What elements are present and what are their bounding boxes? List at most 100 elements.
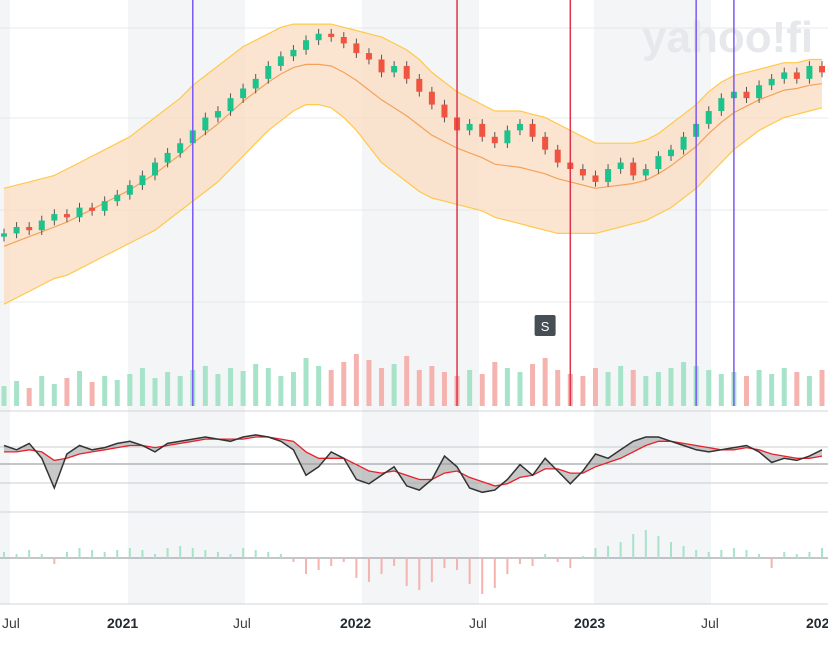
- histogram-bar-26: [330, 558, 333, 566]
- x-tick-1: 2021: [107, 615, 138, 631]
- volume-bar-8: [102, 376, 108, 406]
- volume-bar-37: [467, 370, 473, 406]
- candle-43: [542, 131, 549, 155]
- histogram-bar-23: [292, 558, 295, 562]
- volume-bar-65: [819, 370, 825, 406]
- x-tick-3: 2022: [340, 615, 371, 631]
- histogram-bar-58: [732, 548, 735, 558]
- histogram-bar-21: [267, 552, 270, 558]
- volume-bar-17: [215, 374, 221, 406]
- candle-6: [76, 202, 83, 223]
- candle-body-11: [139, 175, 146, 186]
- volume-bar-3: [39, 376, 45, 406]
- candle-body-24: [303, 40, 310, 50]
- macd-fill-29: [369, 471, 382, 484]
- candle-body-26: [328, 33, 335, 37]
- histogram-bar-38: [481, 558, 484, 594]
- candle-body-59: [743, 91, 750, 99]
- volume-bar-13: [165, 372, 171, 406]
- candle-body-34: [428, 91, 435, 105]
- candle-29: [365, 48, 372, 65]
- histogram-bar-10: [128, 548, 131, 558]
- candle-body-6: [76, 207, 83, 218]
- candle-body-10: [126, 185, 133, 195]
- histogram-bar-49: [619, 542, 622, 558]
- x-tick-6: Jul: [701, 615, 719, 631]
- candle-body-49: [617, 162, 624, 169]
- volume-bar-27: [341, 362, 347, 406]
- candle-35: [441, 99, 448, 123]
- volume-bar-7: [89, 382, 95, 406]
- candle-37: [466, 119, 473, 136]
- histogram-bar-34: [430, 558, 433, 582]
- split-marker[interactable]: S: [534, 315, 556, 336]
- volume-bar-30: [379, 368, 385, 406]
- volume-bar-16: [202, 366, 208, 406]
- candle-body-18: [227, 98, 234, 112]
- candle-65: [819, 61, 825, 78]
- candle-body-22: [277, 56, 284, 66]
- x-tick-2: Jul: [233, 615, 251, 631]
- histogram-bar-6: [78, 548, 81, 558]
- volume-bar-64: [806, 376, 812, 406]
- band-upper-line: [3, 23, 822, 189]
- histogram-bar-59: [745, 550, 748, 558]
- histogram-bar-45: [569, 558, 572, 568]
- histogram-bar-64: [808, 552, 811, 558]
- candle-body-28: [353, 43, 360, 54]
- candle-34: [428, 86, 435, 110]
- volume-bar-0: [1, 386, 7, 406]
- volume-bars: [1, 354, 825, 406]
- histogram-bar-7: [91, 550, 94, 558]
- histogram-bar-40: [506, 558, 509, 574]
- candle-body-48: [605, 169, 612, 182]
- candle-3: [38, 215, 45, 236]
- x-axis: Jul 2021 Jul 2022 Jul 2023 Jul 202: [2, 615, 828, 631]
- histogram-bar-62: [783, 552, 786, 558]
- candle-16: [202, 112, 209, 136]
- histogram-bar-13: [166, 548, 169, 558]
- macd-fill-38: [482, 481, 495, 493]
- x-tick-7: 202: [806, 615, 828, 631]
- macd-fill-51: [645, 437, 659, 446]
- x-tick-0: Jul: [2, 615, 20, 631]
- candle-body-54: [680, 136, 687, 150]
- split-marker-badge[interactable]: [534, 315, 556, 336]
- candle-59: [743, 86, 750, 103]
- candle-38: [479, 119, 486, 142]
- histogram-bar-61: [770, 558, 773, 568]
- macd-fill-36: [457, 466, 470, 488]
- candle-18: [227, 93, 234, 116]
- candle-17: [214, 106, 221, 123]
- histogram-bar-63: [795, 554, 798, 558]
- candle-body-17: [214, 111, 221, 118]
- histogram-bar-11: [141, 550, 144, 558]
- candle-5: [63, 209, 70, 223]
- volume-bar-26: [328, 370, 334, 406]
- macd-fill-47: [595, 454, 609, 467]
- candle-body-60: [756, 85, 763, 99]
- volume-bar-39: [492, 362, 498, 406]
- volume-bar-60: [756, 370, 762, 406]
- candle-body-23: [290, 49, 297, 57]
- histogram-bar-14: [179, 546, 182, 558]
- histogram-bar-36: [456, 558, 459, 570]
- histogram-bar-46: [581, 556, 584, 558]
- candle-body-7: [89, 207, 96, 211]
- candle-body-16: [202, 117, 209, 131]
- histogram-bar-32: [405, 558, 408, 586]
- candle-20: [252, 74, 259, 94]
- split-marker-label: S: [541, 319, 550, 334]
- candle-10: [126, 180, 133, 200]
- candle-body-3: [38, 220, 45, 231]
- candle-64: [806, 61, 813, 84]
- histogram-bar-28: [355, 558, 358, 578]
- histogram-bar-43: [544, 554, 547, 558]
- histogram-bar-41: [518, 558, 521, 564]
- candle-body-30: [378, 59, 385, 73]
- volume-bar-57: [718, 374, 724, 406]
- histogram-bar-8: [103, 552, 106, 558]
- volume-bar-52: [655, 372, 661, 406]
- candle-42: [529, 119, 536, 142]
